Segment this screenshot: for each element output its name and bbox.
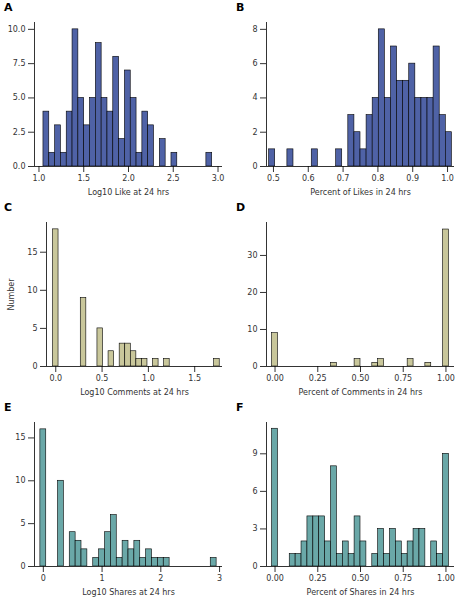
svg-text:3: 3 (252, 524, 257, 533)
svg-text:0: 0 (252, 362, 257, 371)
svg-text:2.5: 2.5 (167, 174, 180, 183)
svg-text:Log10 Comments at 24 hrs: Log10 Comments at 24 hrs (80, 388, 189, 397)
svg-text:1: 1 (100, 574, 105, 583)
svg-text:0.0: 0.0 (13, 162, 26, 171)
svg-text:Percent of Shares in 24 hrs: Percent of Shares in 24 hrs (307, 588, 415, 597)
svg-text:2: 2 (158, 574, 163, 583)
svg-text:6: 6 (252, 59, 257, 68)
svg-text:6: 6 (252, 487, 257, 496)
svg-text:0.8: 0.8 (372, 174, 385, 183)
svg-text:8: 8 (252, 25, 257, 34)
svg-text:Number: Number (7, 278, 16, 311)
svg-text:0: 0 (32, 362, 37, 371)
svg-text:0: 0 (41, 574, 46, 583)
html-text:D: D (236, 201, 246, 214)
svg-text:3.0: 3.0 (212, 174, 225, 183)
svg-text:1.00: 1.00 (437, 574, 455, 583)
svg-text:2: 2 (252, 128, 257, 137)
svg-text:0.00: 0.00 (266, 374, 284, 383)
svg-text:10.0: 10.0 (8, 25, 26, 34)
html-text:C: C (4, 201, 13, 214)
svg-text:0.50: 0.50 (352, 574, 370, 583)
svg-text:0.75: 0.75 (394, 374, 412, 383)
svg-text:0.9: 0.9 (406, 174, 419, 183)
svg-text:10: 10 (247, 325, 257, 334)
svg-text:1.0: 1.0 (33, 174, 46, 183)
svg-text:Percent of Comments in 24 hrs: Percent of Comments in 24 hrs (299, 388, 423, 397)
html-text:B: B (236, 1, 245, 14)
svg-text:20: 20 (247, 288, 257, 297)
svg-text:0: 0 (20, 562, 25, 571)
svg-text:5: 5 (20, 519, 25, 528)
svg-text:0.25: 0.25 (309, 574, 327, 583)
html-text:F: F (236, 401, 244, 414)
svg-text:0.25: 0.25 (309, 374, 327, 383)
svg-text:0.5: 0.5 (96, 374, 109, 383)
svg-text:1.0: 1.0 (142, 374, 155, 383)
html-text:A: A (4, 1, 13, 14)
svg-text:Log10 Like at 24 hrs: Log10 Like at 24 hrs (88, 188, 169, 197)
svg-text:Log10 Shares at 24 hrs: Log10 Shares at 24 hrs (82, 588, 175, 597)
svg-text:2.5: 2.5 (13, 128, 26, 137)
svg-text:9: 9 (252, 449, 257, 458)
html-text:E: E (4, 401, 12, 414)
svg-text:0: 0 (252, 562, 257, 571)
svg-text:0.00: 0.00 (266, 574, 284, 583)
svg-text:1.00: 1.00 (437, 374, 455, 383)
svg-text:30: 30 (247, 251, 257, 260)
svg-text:Percent of Likes in 24 hrs: Percent of Likes in 24 hrs (310, 188, 411, 197)
svg-text:15: 15 (15, 433, 25, 442)
svg-text:0.75: 0.75 (394, 574, 412, 583)
svg-text:0: 0 (252, 162, 257, 171)
svg-text:0.6: 0.6 (302, 174, 315, 183)
svg-text:10: 10 (27, 286, 37, 295)
svg-text:0.50: 0.50 (352, 374, 370, 383)
svg-text:15: 15 (27, 248, 37, 257)
svg-text:4: 4 (252, 93, 257, 102)
svg-text:1.0: 1.0 (441, 174, 454, 183)
svg-text:10: 10 (15, 476, 25, 485)
svg-text:0.5: 0.5 (267, 174, 280, 183)
svg-text:3: 3 (217, 574, 222, 583)
svg-text:0.7: 0.7 (337, 174, 350, 183)
svg-text:5.0: 5.0 (13, 93, 26, 102)
svg-text:0.0: 0.0 (49, 374, 62, 383)
svg-text:1.5: 1.5 (188, 374, 201, 383)
svg-text:1.5: 1.5 (77, 174, 90, 183)
svg-text:5: 5 (32, 324, 37, 333)
svg-text:2.0: 2.0 (122, 174, 135, 183)
svg-text:7.5: 7.5 (13, 59, 26, 68)
